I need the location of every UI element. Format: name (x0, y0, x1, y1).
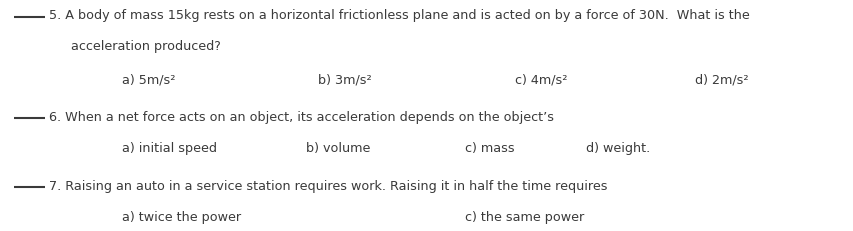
Text: a) twice the power: a) twice the power (121, 211, 241, 224)
Text: 6. When a net force acts on an object, its acceleration depends on the object’s: 6. When a net force acts on an object, i… (49, 111, 553, 124)
Text: b) volume: b) volume (305, 142, 369, 155)
Text: 7. Raising an auto in a service station requires work. Raising it in half the ti: 7. Raising an auto in a service station … (49, 180, 606, 193)
Text: c) the same power: c) the same power (464, 211, 583, 224)
Text: a) initial speed: a) initial speed (121, 142, 217, 155)
Text: a) 5m/s²: a) 5m/s² (121, 74, 175, 87)
Text: d) weight.: d) weight. (585, 142, 649, 155)
Text: 5. A body of mass 15kg rests on a horizontal frictionless plane and is acted on : 5. A body of mass 15kg rests on a horizo… (49, 9, 749, 22)
Text: acceleration produced?: acceleration produced? (72, 40, 221, 53)
Text: d) 2m/s²: d) 2m/s² (694, 74, 747, 87)
Text: b) 3m/s²: b) 3m/s² (318, 74, 372, 87)
Text: c) 4m/s²: c) 4m/s² (514, 74, 566, 87)
Text: c) mass: c) mass (464, 142, 514, 155)
